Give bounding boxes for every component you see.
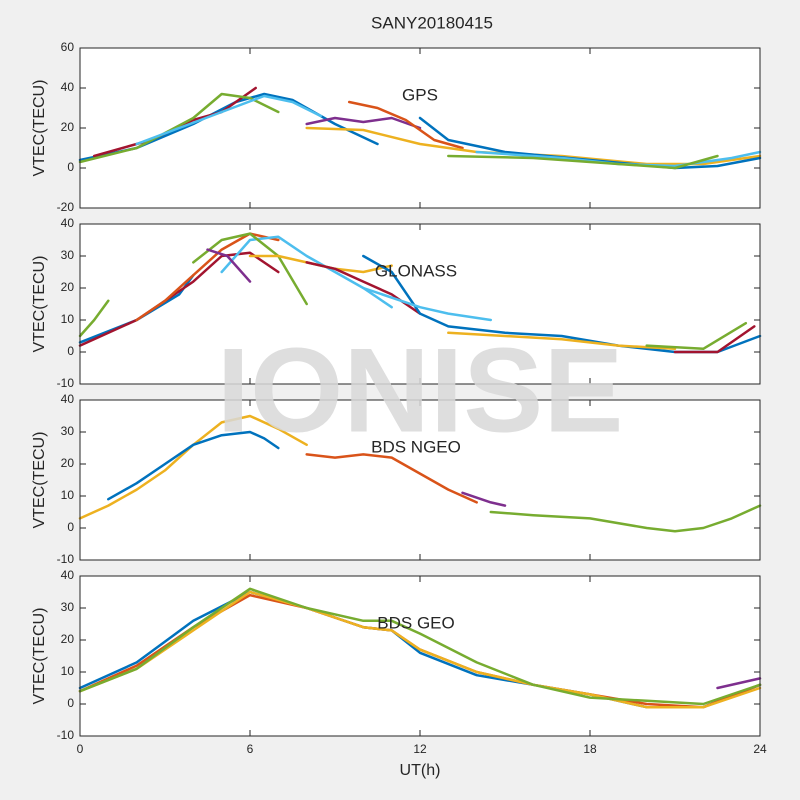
axes-box bbox=[79, 399, 761, 561]
data-line bbox=[78, 590, 762, 709]
data-line bbox=[461, 491, 507, 507]
data-line bbox=[107, 430, 280, 501]
x-axis-label: UT(h) bbox=[400, 762, 441, 779]
y-tick-label: 20 bbox=[61, 456, 75, 470]
x-tick-label: 24 bbox=[753, 742, 767, 756]
annotation: GLONASS bbox=[375, 261, 457, 280]
data-line bbox=[645, 321, 748, 351]
y-tick-label: 0 bbox=[67, 520, 74, 534]
y-tick-label: 60 bbox=[61, 40, 75, 54]
y-tick-label: 10 bbox=[61, 488, 75, 502]
y-tick-label: 20 bbox=[61, 632, 75, 646]
data-line bbox=[305, 116, 422, 130]
y-tick-label: 0 bbox=[67, 696, 74, 710]
y-tick-label: 20 bbox=[61, 280, 75, 294]
y-tick-label: 10 bbox=[61, 312, 75, 326]
plot-area bbox=[80, 224, 760, 384]
y-tick-label: 40 bbox=[61, 80, 75, 94]
y-tick-label: 30 bbox=[61, 600, 75, 614]
y-axis-label: VTEC(TECU) bbox=[31, 80, 48, 177]
y-axis-label: VTEC(TECU) bbox=[31, 432, 48, 529]
axes-box bbox=[79, 575, 761, 737]
axes-box bbox=[79, 223, 761, 385]
annotation: BDS NGEO bbox=[371, 437, 461, 456]
y-tick-label: -10 bbox=[57, 376, 75, 390]
data-line bbox=[447, 331, 677, 351]
data-line bbox=[92, 86, 257, 158]
data-line bbox=[78, 273, 195, 344]
y-tick-label: 10 bbox=[61, 664, 75, 678]
y-tick-label: -20 bbox=[57, 200, 75, 214]
data-line bbox=[135, 232, 280, 322]
plot-area bbox=[80, 576, 760, 736]
data-line bbox=[78, 587, 762, 706]
data-line bbox=[135, 94, 323, 146]
data-line bbox=[192, 232, 308, 306]
y-axis-label: VTEC(TECU) bbox=[31, 608, 48, 705]
data-line bbox=[362, 286, 493, 322]
x-tick-label: 12 bbox=[413, 742, 427, 756]
annotation: GPS bbox=[402, 85, 438, 104]
data-line bbox=[716, 677, 762, 690]
y-tick-label: 30 bbox=[61, 248, 75, 262]
data-line bbox=[206, 248, 252, 283]
y-tick-label: 40 bbox=[61, 568, 75, 582]
axes-box bbox=[79, 47, 761, 209]
y-tick-label: 40 bbox=[61, 392, 75, 406]
x-tick-label: 6 bbox=[247, 742, 254, 756]
watermark: IONISE bbox=[217, 324, 624, 458]
x-tick-label: 0 bbox=[77, 742, 84, 756]
x-tick-label: 18 bbox=[583, 742, 597, 756]
y-tick-label: -10 bbox=[57, 728, 75, 742]
y-axis-label: VTEC(TECU) bbox=[31, 256, 48, 353]
y-tick-label: 0 bbox=[67, 160, 74, 174]
annotation: BDS GEO bbox=[377, 613, 454, 632]
y-tick-label: -10 bbox=[57, 552, 75, 566]
data-line bbox=[305, 453, 478, 504]
data-line bbox=[673, 325, 756, 354]
data-line bbox=[78, 299, 110, 338]
plot-area bbox=[80, 400, 760, 560]
y-tick-label: 40 bbox=[61, 216, 75, 230]
chart-title: SANY20180415 bbox=[371, 13, 493, 32]
data-line bbox=[447, 154, 719, 170]
y-tick-label: 20 bbox=[61, 120, 75, 134]
y-tick-label: 0 bbox=[67, 344, 74, 358]
data-line bbox=[489, 504, 762, 533]
y-tick-label: 30 bbox=[61, 424, 75, 438]
data-line bbox=[347, 100, 464, 150]
